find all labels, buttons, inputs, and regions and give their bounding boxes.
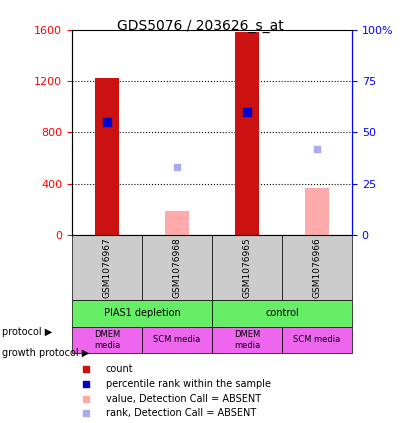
- Text: GSM1076965: GSM1076965: [242, 237, 252, 298]
- Text: GSM1076967: GSM1076967: [102, 237, 112, 298]
- Text: percentile rank within the sample: percentile rank within the sample: [106, 379, 271, 389]
- FancyBboxPatch shape: [212, 327, 282, 354]
- Text: DMEM
media: DMEM media: [94, 330, 120, 350]
- FancyBboxPatch shape: [72, 235, 142, 299]
- Bar: [235, 32, 259, 235]
- Point: [336, 370, 342, 376]
- Text: rank, Detection Call = ABSENT: rank, Detection Call = ABSENT: [106, 408, 256, 418]
- Text: count: count: [106, 364, 133, 374]
- Bar: [165, 212, 189, 235]
- FancyBboxPatch shape: [72, 327, 142, 354]
- Text: value, Detection Call = ABSENT: value, Detection Call = ABSENT: [106, 394, 261, 404]
- Text: GDS5076 / 203626_s_at: GDS5076 / 203626_s_at: [117, 19, 283, 33]
- Point: [104, 119, 110, 126]
- FancyBboxPatch shape: [282, 235, 352, 299]
- FancyBboxPatch shape: [72, 299, 212, 327]
- Text: SCM media: SCM media: [293, 335, 341, 344]
- Text: DMEM
media: DMEM media: [234, 330, 260, 350]
- FancyBboxPatch shape: [212, 299, 352, 327]
- Point: [336, 242, 342, 249]
- Text: GSM1076968: GSM1076968: [172, 237, 182, 298]
- Text: growth protocol ▶: growth protocol ▶: [2, 348, 89, 358]
- Bar: [305, 188, 329, 235]
- Point: [336, 103, 342, 110]
- Text: SCM media: SCM media: [153, 335, 201, 344]
- Point: [244, 108, 250, 115]
- FancyBboxPatch shape: [282, 327, 352, 354]
- Point: [174, 164, 180, 170]
- FancyBboxPatch shape: [142, 235, 212, 299]
- Point: [314, 146, 320, 153]
- Text: protocol ▶: protocol ▶: [2, 327, 52, 337]
- Bar: [95, 78, 119, 235]
- Text: GSM1076966: GSM1076966: [312, 237, 322, 298]
- FancyBboxPatch shape: [142, 327, 212, 354]
- Text: control: control: [265, 308, 299, 318]
- Text: PIAS1 depletion: PIAS1 depletion: [104, 308, 180, 318]
- FancyBboxPatch shape: [212, 235, 282, 299]
